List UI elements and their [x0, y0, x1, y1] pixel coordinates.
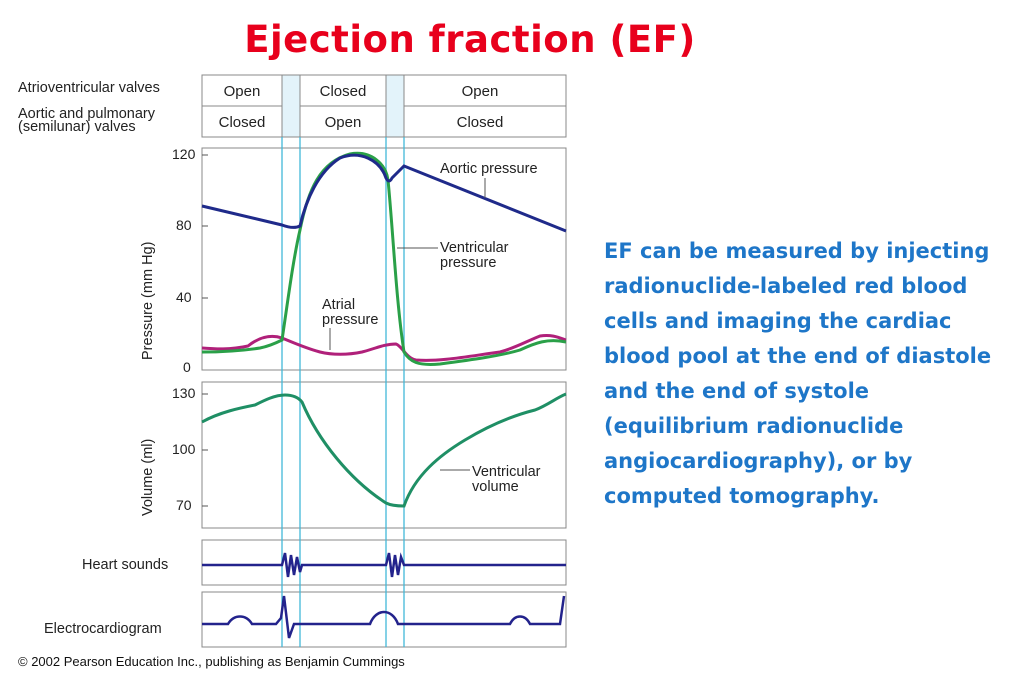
- heart-sounds-trace: [202, 552, 566, 578]
- pressure-tick-0: 0: [183, 359, 191, 375]
- semilunar-valves-label-line1: Aortic and pulmonary: [18, 106, 156, 122]
- av-state-1: Open: [224, 83, 261, 100]
- ef-description: EF can be measured by injecting radionuc…: [604, 239, 992, 508]
- ventricular-volume-label-line1: Ventricular: [472, 464, 541, 480]
- semilunar-state-2: Open: [325, 114, 362, 131]
- atrial-pressure-label-line1: Atrial: [322, 297, 355, 313]
- av-state-3: Open: [462, 83, 499, 100]
- heart-sounds-panel-frame: [201, 539, 567, 586]
- isovolumetric-relaxation-column: [385, 74, 405, 138]
- ventricular-pressure-label-line1: Ventricular: [440, 240, 509, 256]
- ecg-label: Electrocardiogram: [44, 621, 162, 637]
- aortic-pressure-label: Aortic pressure: [440, 161, 538, 177]
- semilunar-state-1: Closed: [219, 114, 266, 131]
- semilunar-valves-label-line2: (semilunar) valves: [18, 119, 136, 135]
- slide-title: Ejection fraction (EF): [244, 18, 696, 61]
- pressure-tick-40: 40: [176, 289, 192, 305]
- volume-tick-70: 70: [176, 497, 192, 513]
- ventricular-pressure-label-line2: pressure: [440, 255, 496, 271]
- semilunar-state-3: Closed: [457, 114, 504, 131]
- ecg-panel-frame: [201, 591, 567, 648]
- pressure-tick-80: 80: [176, 217, 192, 233]
- volume-annotations: Ventricular volume: [440, 464, 541, 495]
- copyright-notice: © 2002 Pearson Education Inc., publishin…: [18, 654, 405, 669]
- ecg-trace: [202, 595, 566, 639]
- av-state-2: Closed: [320, 83, 367, 100]
- atrial-pressure-label-line2: pressure: [322, 312, 378, 328]
- pressure-axis-title: Pressure (mm Hg): [140, 242, 156, 360]
- ventricular-volume-curve: [201, 392, 567, 508]
- volume-axis-title: Volume (ml): [140, 439, 156, 516]
- av-valves-label: Atrioventricular valves: [18, 80, 160, 96]
- pressure-annotations: Aortic pressure Ventricular pressure Atr…: [322, 161, 538, 350]
- isovolumetric-contraction-column: [281, 74, 301, 138]
- pressure-panel-frame: [201, 147, 567, 371]
- volume-tick-130: 130: [172, 385, 196, 401]
- pressure-axis: 120 80 40 0 Pressure (mm Hg): [140, 146, 208, 375]
- ventricular-pressure-curve: [201, 151, 567, 366]
- heart-sounds-label: Heart sounds: [82, 557, 168, 573]
- pressure-tick-120: 120: [172, 146, 196, 162]
- atrial-pressure-curve: [201, 334, 567, 362]
- ventricular-volume-label-line2: volume: [472, 479, 519, 495]
- volume-tick-100: 100: [172, 441, 196, 457]
- valve-status-table: Atrioventricular valves Aortic and pulmo…: [18, 74, 567, 138]
- volume-axis: 130 100 70 Volume (ml): [140, 385, 208, 516]
- volume-panel-frame: [201, 381, 567, 529]
- aortic-pressure-curve: [201, 153, 567, 233]
